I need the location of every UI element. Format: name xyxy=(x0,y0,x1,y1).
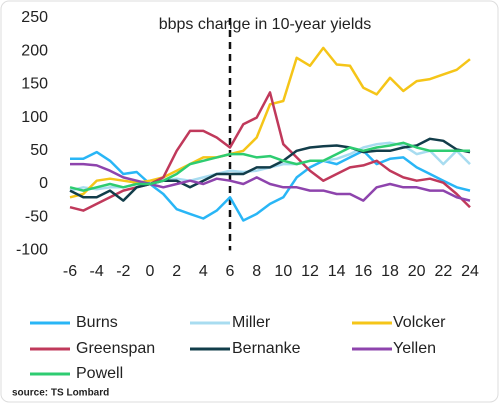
y-tick-label: 200 xyxy=(21,42,48,59)
legend-label: Miller xyxy=(232,314,271,331)
x-tick-label: 2 xyxy=(172,263,181,280)
legend-label: Powell xyxy=(76,365,123,382)
legend-label: Yellen xyxy=(393,340,436,357)
x-tick-label: -2 xyxy=(116,263,130,280)
x-tick-label: 0 xyxy=(146,263,155,280)
y-tick-label: -50 xyxy=(25,208,48,225)
chart-title: bbps change in 10-year yields xyxy=(159,16,372,33)
y-tick-label: 250 xyxy=(21,9,48,26)
y-tick-label: 100 xyxy=(21,109,48,126)
y-tick-label: 150 xyxy=(21,76,48,93)
x-tick-label: 4 xyxy=(199,263,208,280)
x-tick-label: 14 xyxy=(328,263,346,280)
x-tick-label: 6 xyxy=(226,263,235,280)
series-line xyxy=(69,141,470,192)
x-tick-label: 16 xyxy=(354,263,372,280)
legend-label: Bernanke xyxy=(232,340,301,357)
y-tick-label: -100 xyxy=(16,242,48,259)
legend-label: Volcker xyxy=(393,314,446,331)
x-tick-label: 18 xyxy=(381,263,399,280)
series-line xyxy=(70,149,471,222)
x-tick-label: 10 xyxy=(274,263,292,280)
series-line xyxy=(69,137,471,202)
series-line xyxy=(69,46,471,199)
y-tick-label: 50 xyxy=(30,142,48,159)
legend-label: Greenspan xyxy=(76,340,155,357)
x-tick-label: -6 xyxy=(63,263,77,280)
x-tick-label: 8 xyxy=(252,263,261,280)
x-tick-label: 20 xyxy=(408,263,426,280)
series-line xyxy=(70,162,471,202)
x-tick-label: -4 xyxy=(90,263,104,280)
x-tick-label: 12 xyxy=(301,263,319,280)
x-tick-label: 24 xyxy=(461,263,479,280)
x-tick-label: 22 xyxy=(434,263,452,280)
legend-label: Burns xyxy=(76,314,118,331)
y-tick-label: 0 xyxy=(39,175,48,192)
source: source: TS Lombard xyxy=(12,388,109,399)
